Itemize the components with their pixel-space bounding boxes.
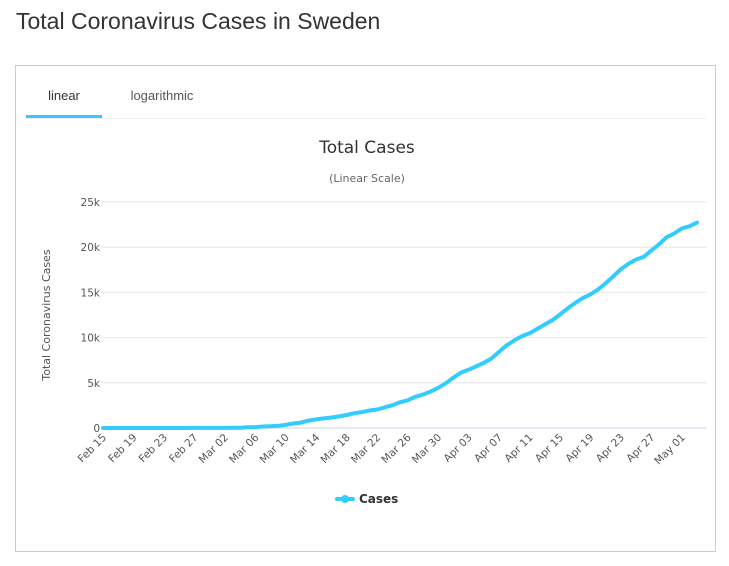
x-tick-label: Mar 22	[349, 432, 383, 466]
y-tick-label: 0	[93, 423, 100, 435]
tab-logarithmic[interactable]: logarithmic	[130, 88, 194, 103]
tab-linear[interactable]: linear	[26, 88, 102, 118]
legend[interactable]: Cases	[335, 492, 398, 506]
x-tick-label: Mar 06	[227, 431, 262, 466]
x-tick-label: Mar 26	[379, 431, 414, 466]
x-tick-label: Mar 02	[197, 432, 231, 466]
x-tick-label: Feb 15	[76, 432, 109, 465]
scale-tab-bar: linear logarithmic	[26, 84, 706, 119]
y-tick-label: 15k	[81, 287, 101, 299]
x-tick-label: Apr 07	[472, 432, 505, 465]
x-tick-label: Mar 18	[319, 432, 353, 466]
x-tick-label: Mar 10	[258, 432, 292, 466]
series-line-cases	[101, 220, 699, 430]
chart-panel: linear logarithmic Total Cases (Linear S…	[15, 65, 716, 552]
page-title: Total Coronavirus Cases in Sweden	[16, 8, 381, 34]
x-tick-label: Apr 03	[442, 432, 475, 465]
x-tick-label: Feb 23	[137, 432, 170, 465]
y-tick-label: 25k	[81, 197, 101, 209]
x-tick-label: Feb 27	[167, 432, 200, 465]
y-tick-label: 10k	[81, 333, 101, 345]
x-tick-label: Apr 15	[533, 432, 566, 465]
y-tick-label: 5k	[87, 378, 101, 390]
y-axis-ticks: 0 5k 10k 15k 20k 25k	[81, 197, 101, 435]
chart-subtitle: (Linear Scale)	[329, 172, 405, 185]
line-chart: Total Cases (Linear Scale) 0 5k 10k 15k 20k 2…	[40, 138, 707, 506]
x-tick-label: Apr 19	[563, 432, 596, 465]
y-axis-title: Total Coronavirus Cases	[40, 249, 53, 382]
grid-lines	[101, 201, 707, 429]
x-tick-label: Apr 23	[594, 432, 627, 465]
y-tick-label: 20k	[81, 242, 101, 254]
legend-symbol-marker	[341, 495, 349, 503]
legend-label-cases: Cases	[359, 492, 398, 506]
x-tick-label: Mar 30	[410, 432, 444, 466]
chart-title: Total Cases	[318, 138, 415, 158]
x-tick-label: Mar 14	[288, 431, 323, 466]
x-tick-label: Feb 19	[106, 432, 139, 465]
x-tick-label: May 01	[652, 432, 688, 468]
x-tick-label: Apr 11	[502, 432, 535, 465]
